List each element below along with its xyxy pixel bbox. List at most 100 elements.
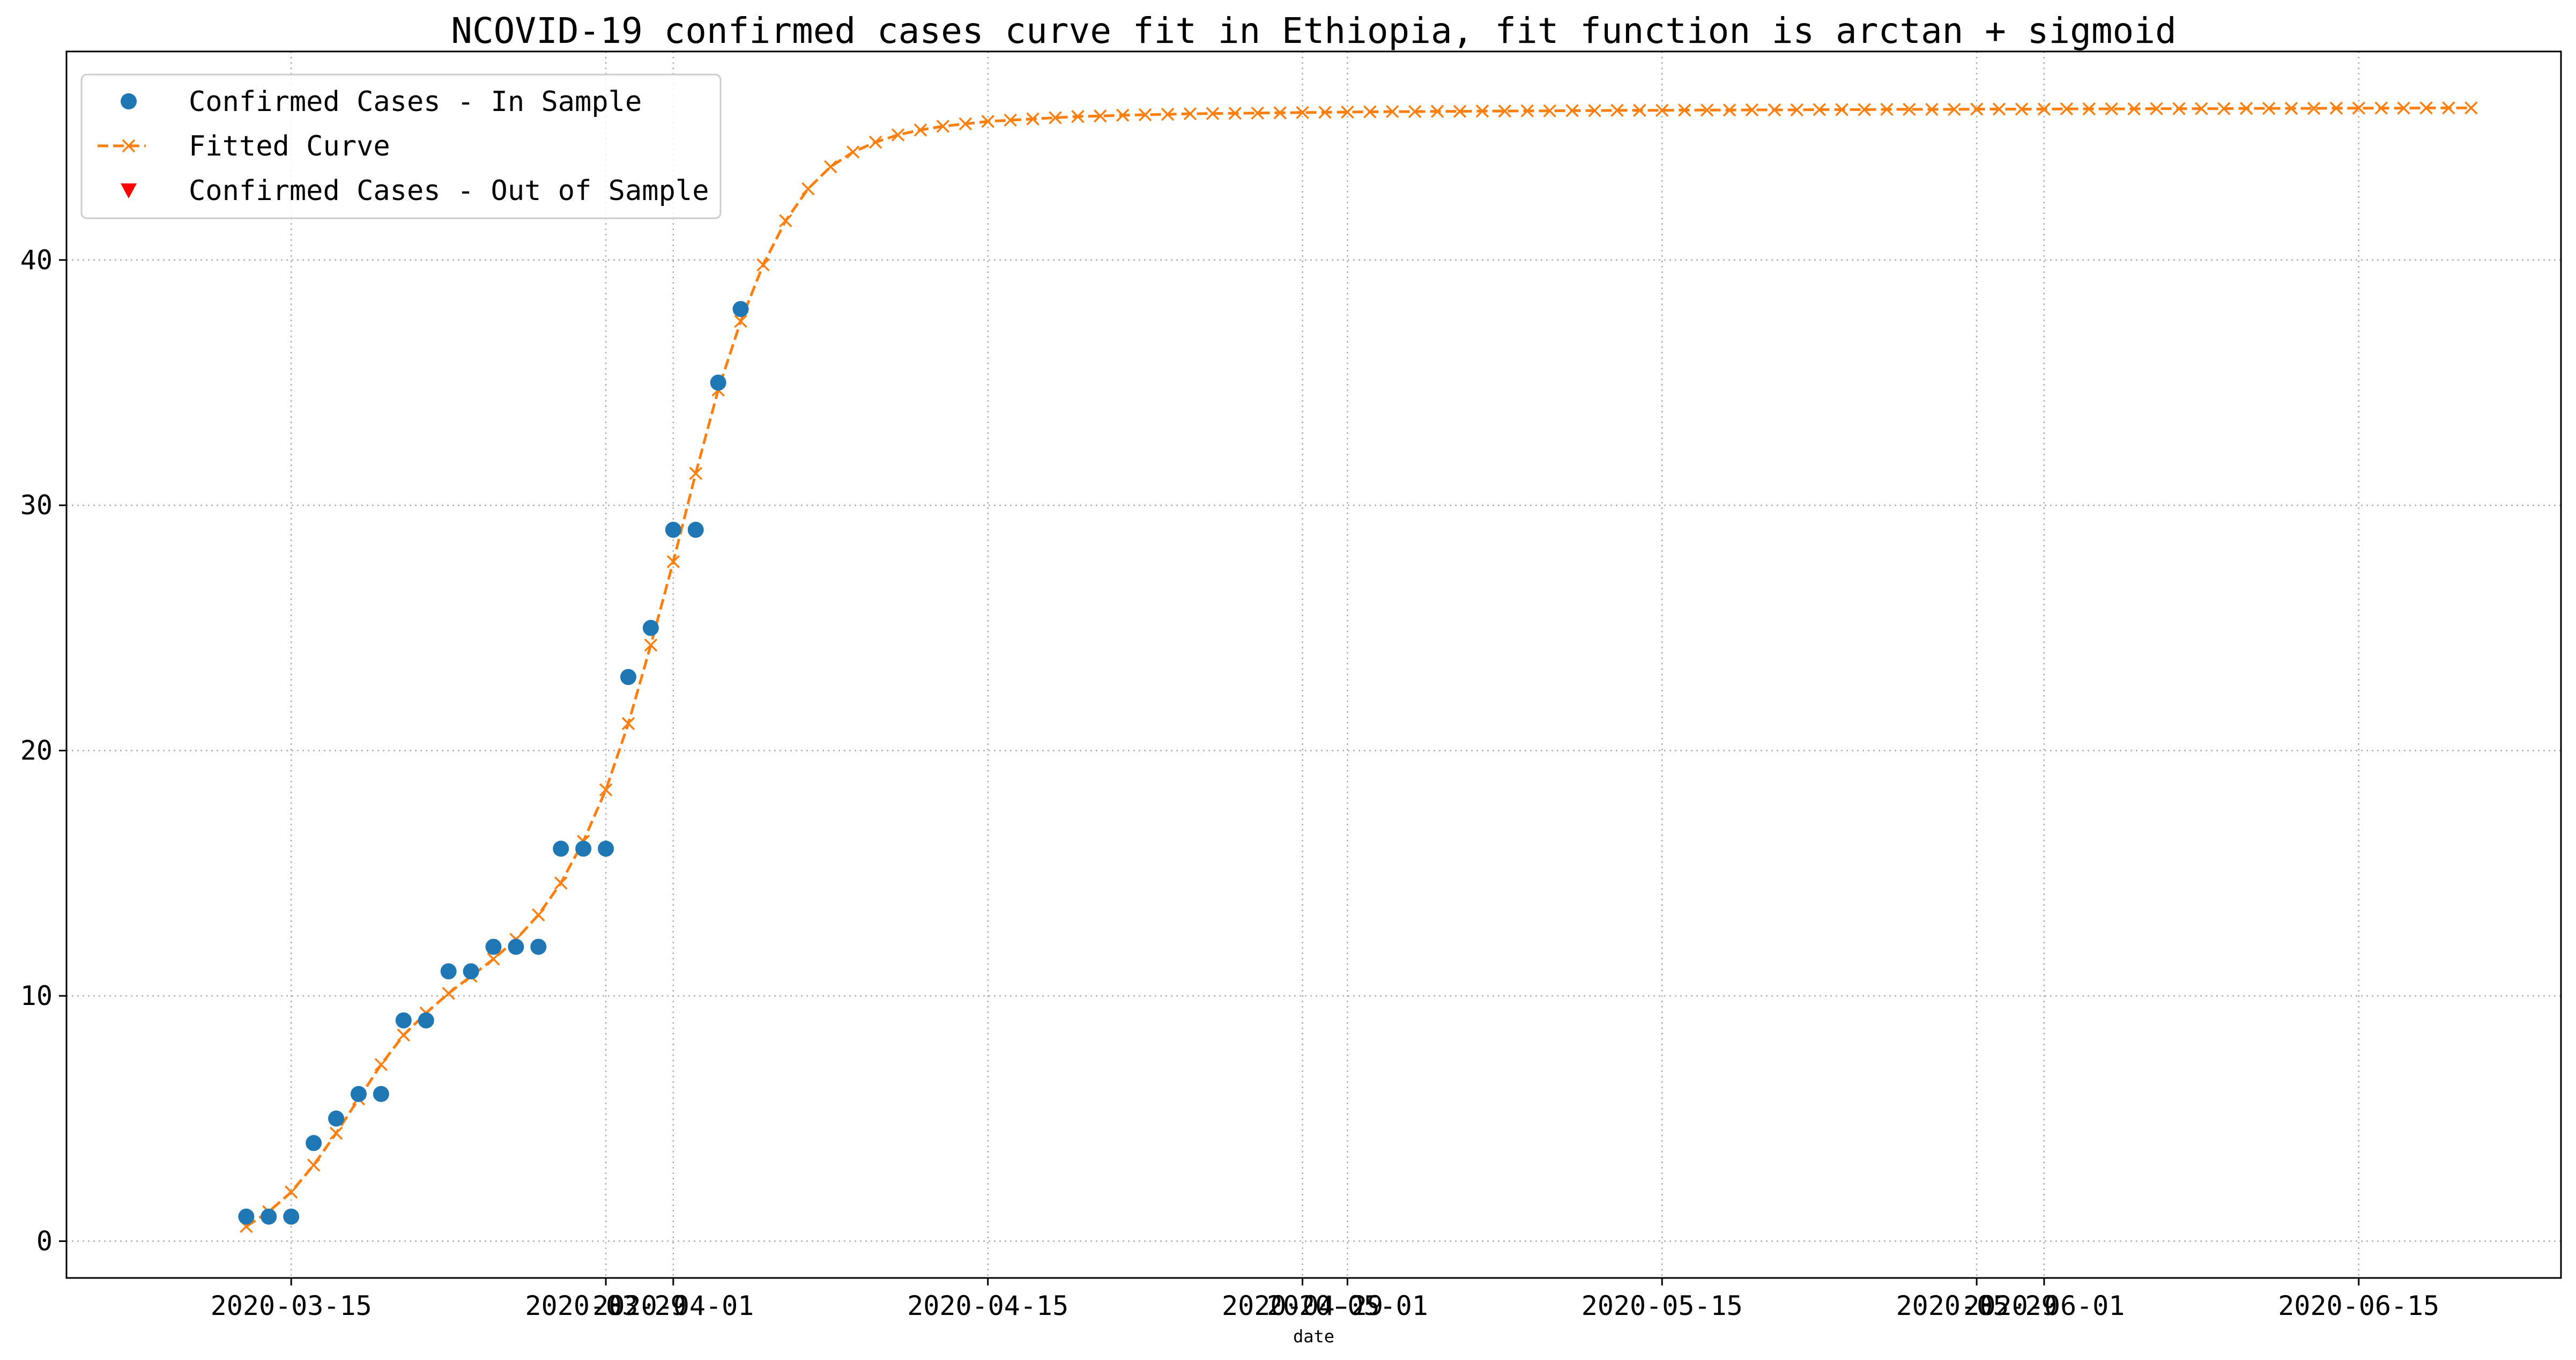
fitted-curve-marker <box>1228 107 1242 120</box>
fitted-curve-marker <box>1498 104 1512 118</box>
legend-box <box>80 73 722 219</box>
fitted-curve-marker <box>1408 105 1422 119</box>
fitted-curve-marker <box>2172 102 2186 115</box>
in-sample-point <box>553 840 569 857</box>
legend-fitted-marker <box>122 139 136 153</box>
fitted-curve-marker <box>1385 105 1399 119</box>
in-sample-point <box>575 840 592 857</box>
fitted-curve-marker <box>1677 104 1691 117</box>
in-sample-point <box>283 1208 300 1225</box>
fitted-curve-marker <box>1903 102 1916 116</box>
in-sample-point <box>373 1085 389 1102</box>
in-sample-point <box>463 963 479 980</box>
fitted-curve-marker <box>1296 106 1309 120</box>
x-tick-label: 2020-06-01 <box>1963 1290 2125 1321</box>
plot-area-frame <box>65 50 2562 1279</box>
x-tick-label: 2020-04-01 <box>592 1290 754 1321</box>
x-tick-label: 2020-03-15 <box>211 1290 372 1321</box>
fitted-curve-marker <box>487 952 500 966</box>
fitted-curve-marker <box>1094 109 1107 123</box>
in-sample-point <box>508 938 524 955</box>
in-sample-point <box>328 1110 345 1127</box>
fitted-curve-marker <box>442 987 455 1000</box>
fitted-curve-marker <box>1700 104 1714 117</box>
fitted-curve-marker <box>846 145 860 159</box>
x-tick-label: 2020-06-15 <box>2278 1290 2439 1321</box>
fitted-curve-marker <box>2015 102 2029 116</box>
chart-title: NCOVID-19 confirmed cases curve fit in E… <box>451 10 2177 51</box>
fitted-curve-marker <box>329 1126 343 1140</box>
in-sample-point <box>306 1135 322 1151</box>
fitted-curve-marker <box>2217 102 2231 115</box>
fitted-curve-marker <box>1453 105 1467 118</box>
fitted-curve-marker <box>284 1185 298 1199</box>
fitted-curve-marker <box>2195 102 2208 115</box>
in-sample-point <box>350 1085 367 1102</box>
legend-in-sample-marker <box>121 93 137 109</box>
fitted-curve-marker <box>644 638 658 652</box>
fitted-curve-marker <box>1116 108 1130 122</box>
fitted-curve-marker <box>666 555 680 568</box>
fitted-curve-marker <box>2127 102 2141 116</box>
in-sample-point <box>418 1012 434 1029</box>
fitted-curve-marker <box>599 783 613 797</box>
fitted-curve-marker <box>2082 102 2096 116</box>
y-tick-label: 10 <box>20 980 53 1011</box>
fitted-curve-marker <box>2284 101 2298 115</box>
fitted-curve-marker <box>1363 105 1377 119</box>
legend-fitted-label: Fitted Curve <box>189 130 390 162</box>
fitted-curve-marker <box>1813 103 1826 116</box>
fitted-curve-marker <box>959 117 972 131</box>
fitted-curve-marker <box>2397 101 2410 115</box>
fitted-curve-marker <box>2352 101 2365 115</box>
fitted-curve-marker <box>1138 108 1152 122</box>
fitted-curve-marker <box>307 1158 321 1172</box>
fitted-curve-marker <box>824 160 837 174</box>
fitted-curve-marker <box>1947 102 1961 116</box>
fitted-curve-marker <box>1049 111 1062 124</box>
fitted-curve-marker <box>1251 106 1264 120</box>
fitted-curve-marker <box>1543 104 1556 117</box>
fitted-curve-marker <box>936 120 950 133</box>
y-tick-label: 20 <box>20 735 53 766</box>
fitted-curve-marker <box>2464 101 2478 115</box>
legend-in-sample-label: Confirmed Cases - In Sample <box>189 86 642 118</box>
fitted-curve-marker <box>1970 102 1984 116</box>
fitted-curve-marker <box>397 1028 411 1042</box>
fitted-curve-marker <box>1858 103 1871 116</box>
fitted-curve-marker <box>1992 102 2006 116</box>
fitted-curve-marker <box>532 908 545 922</box>
legend: Confirmed Cases - In Sample Fitted Curve C… <box>80 73 722 219</box>
fitted-curve-marker <box>2060 102 2074 116</box>
in-sample-point <box>665 521 681 538</box>
fitted-curve-marker <box>1206 107 1220 120</box>
in-sample-point <box>620 669 636 685</box>
fitted-curve-marker <box>1835 103 1849 116</box>
in-sample-point <box>485 938 502 955</box>
fitted-curve-marker <box>1588 104 1601 117</box>
fitted-curve-marker <box>1633 104 1646 117</box>
fitted-curve-marker <box>1745 103 1759 117</box>
fitted-curve-marker <box>1925 102 1939 116</box>
y-tick-label: 30 <box>20 490 53 521</box>
fitted-curve-marker <box>779 214 792 227</box>
fitted-curve-marker <box>2374 101 2388 115</box>
fitted-curve-marker <box>1880 102 1894 116</box>
fitted-curve-marker <box>1183 107 1197 121</box>
grid <box>66 51 2561 1278</box>
legend-out-of-sample-label: Confirmed Cases - Out of Sample <box>189 175 709 207</box>
in-sample-point <box>440 963 457 980</box>
fitted-curve-marker <box>1610 104 1624 117</box>
fitted-curve-marker <box>2262 101 2276 115</box>
fitted-curve-marker <box>2239 101 2253 115</box>
fitted-curve-marker <box>868 136 882 149</box>
fitted-curve-marker <box>1004 113 1017 127</box>
y-tick-label: 40 <box>20 245 53 276</box>
y-tick-label: 0 <box>36 1225 53 1256</box>
fitted-curve-marker <box>1071 109 1085 123</box>
x-tick-label: 2020-05-29 <box>1896 1290 2058 1321</box>
fitted-curve-marker <box>914 123 927 137</box>
fitted-curve-marker <box>756 258 770 272</box>
